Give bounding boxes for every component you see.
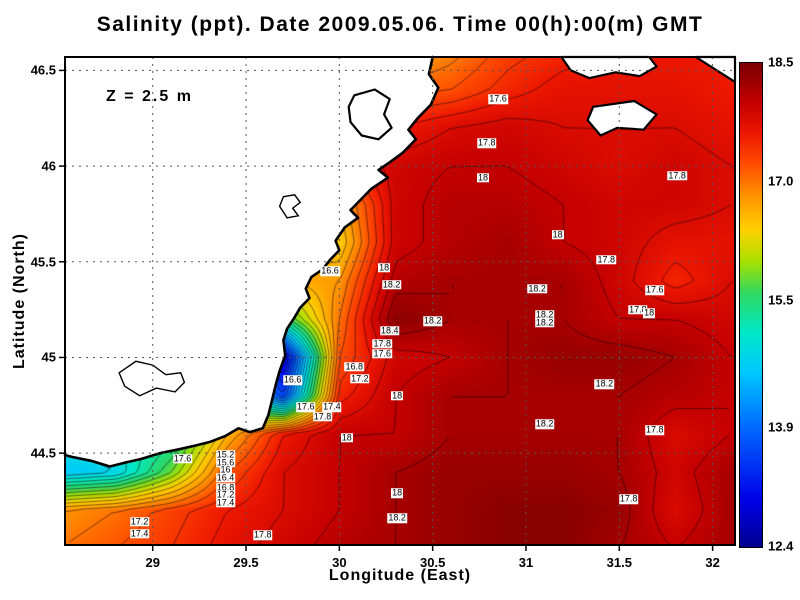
colorbar-label: 12.4: [768, 538, 794, 554]
contour-label: 16.8: [215, 481, 236, 493]
colorbar-label: 15.5: [768, 292, 794, 308]
contour-label: 17.8: [253, 529, 273, 541]
contour-label: 17.8: [372, 338, 393, 349]
contour-label: 17.6: [372, 347, 393, 359]
contour-label: 17.2: [350, 372, 370, 384]
x-axis-title: Longitude (East): [328, 567, 472, 584]
x-tick-label: 30.5: [420, 555, 446, 570]
contour-label: 17.8: [628, 303, 648, 315]
contour-label: 15.2: [215, 449, 236, 460]
contour-label: 17.2: [215, 489, 236, 500]
contour-label: 17.6: [644, 284, 665, 296]
contour-label: 18.2: [594, 378, 615, 389]
contour-label: 18: [340, 432, 353, 443]
contour-label: 17.8: [618, 493, 639, 504]
x-tick-label: 31.5: [606, 555, 632, 570]
contour-label: 17.8: [312, 411, 333, 422]
contour-label: 18.2: [534, 317, 555, 328]
contour-label: 17.6: [295, 401, 316, 412]
colorbar: [739, 62, 763, 548]
y-tick-label: 45: [41, 349, 56, 365]
contour-label: 16.4: [215, 472, 236, 483]
x-tick-label: 29.5: [233, 555, 259, 570]
contour-label: 18: [391, 487, 404, 499]
y-tick-label: 44.5: [30, 445, 56, 461]
contour-label: 18: [551, 229, 564, 240]
contour-label: 17.6: [488, 93, 508, 104]
contour-label: 18: [477, 171, 490, 183]
contour-label: 18: [391, 390, 404, 401]
contour-label: 16.6: [320, 265, 340, 277]
contour-label: 18.2: [422, 315, 443, 326]
x-tick-label: 32: [705, 555, 720, 570]
salinity-heatmap-canvas: [65, 57, 735, 545]
x-tick-label: 29: [145, 555, 160, 570]
contour-label: 17.4: [129, 527, 150, 539]
chart-title: Salinity (ppt). Date 2009.05.06. Time 00…: [96, 13, 704, 36]
contour-label: 18.2: [527, 282, 547, 294]
contour-label: 17.4: [322, 401, 342, 412]
contour-label: 18: [643, 307, 656, 319]
contour-label: 18.2: [387, 512, 407, 523]
y-axis-title: Latitude (North): [11, 233, 28, 369]
contour-label: 18.2: [534, 418, 555, 430]
contour-label: 18.4: [379, 324, 400, 336]
contour-label: 17.8: [596, 254, 616, 265]
x-tick-label: 30: [332, 555, 347, 570]
contour-label: 15.6: [215, 456, 236, 468]
contour-label: 18.2: [381, 279, 402, 290]
depth-annotation: Z = 2.5 m: [106, 88, 193, 105]
contour-label: 18.2: [534, 309, 555, 321]
contour-label: 17.8: [477, 137, 497, 148]
colorbar-label: 18.5: [768, 54, 794, 70]
y-tick-label: 46.5: [30, 62, 56, 78]
y-tick-label: 45.5: [30, 254, 56, 270]
contour-label: 17.8: [667, 169, 687, 181]
contour-label: 16: [219, 464, 232, 476]
colorbar-label: 17.0: [768, 173, 794, 189]
y-tick-label: 46: [41, 158, 56, 174]
contour-label: 18: [378, 261, 391, 273]
contour-label: 16.8: [344, 361, 365, 372]
contour-label: 17.2: [129, 516, 150, 527]
x-tick-label: 31: [518, 555, 534, 570]
contour-label: 17.8: [644, 424, 665, 435]
contour-label: 17.6: [172, 453, 193, 464]
contour-label: 16.6: [282, 374, 303, 386]
contour-label: 17.4: [215, 497, 236, 508]
colorbar-label: 13.9: [768, 419, 794, 435]
